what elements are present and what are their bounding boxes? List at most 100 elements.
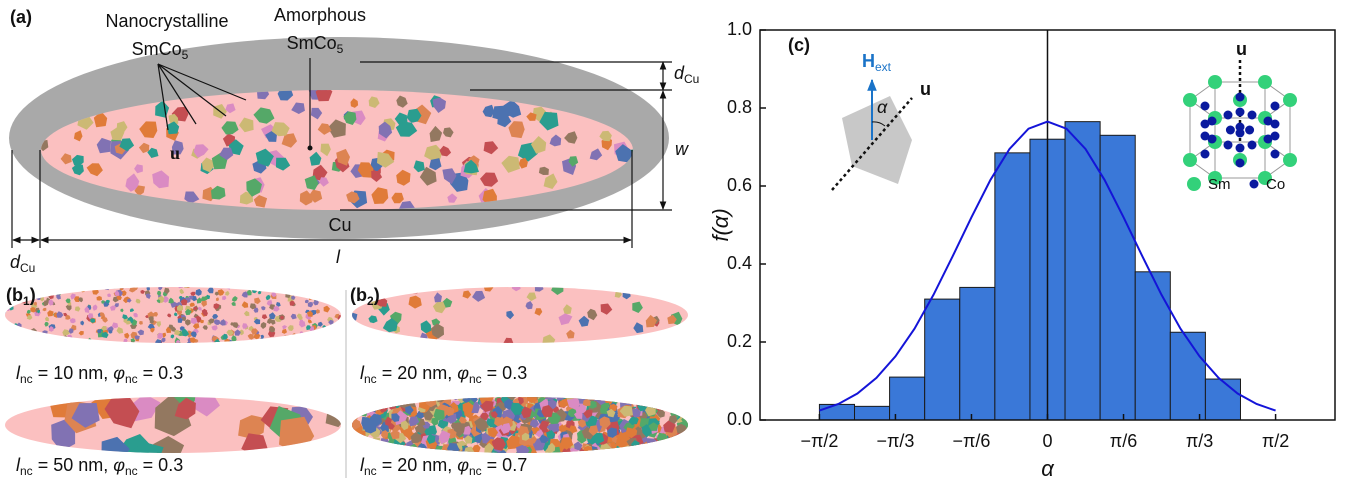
grain	[291, 102, 305, 114]
grain	[490, 411, 498, 419]
grain	[231, 296, 238, 302]
co-atom	[1200, 149, 1210, 159]
grain	[559, 424, 566, 432]
w-label: w	[675, 139, 689, 159]
grain	[289, 300, 295, 306]
label: (b	[6, 285, 23, 305]
grains	[352, 287, 683, 343]
co-atom	[1270, 149, 1280, 159]
sm-atom	[1283, 93, 1297, 107]
grain	[247, 333, 255, 340]
grain	[566, 329, 575, 339]
formula: SmCo	[132, 39, 182, 59]
grain	[121, 290, 127, 297]
angle-label: α	[877, 97, 888, 117]
grain	[134, 185, 145, 197]
grain	[173, 312, 178, 317]
symbol: l	[360, 455, 365, 475]
co-atom	[1263, 134, 1273, 144]
grain	[78, 330, 84, 336]
grain	[561, 447, 572, 453]
easy-axis	[831, 97, 913, 191]
grain	[215, 297, 220, 302]
grain	[176, 339, 181, 343]
grain	[108, 330, 113, 334]
grain	[155, 339, 162, 343]
subscript: nc	[364, 372, 377, 386]
grain	[234, 329, 241, 336]
co-atom	[1270, 101, 1280, 111]
grain	[190, 317, 198, 325]
grain	[645, 314, 657, 328]
grain	[134, 335, 140, 340]
grain	[350, 98, 359, 108]
grain	[70, 295, 75, 300]
caption: lnc = 10 nm, φnc = 0.3	[16, 363, 183, 386]
bar	[1064, 121, 1101, 421]
grain	[239, 117, 254, 133]
grain	[398, 201, 416, 210]
grain	[106, 299, 110, 304]
grain	[405, 405, 414, 415]
grain	[317, 321, 323, 327]
grain	[648, 422, 659, 431]
grain	[558, 313, 573, 326]
grain	[568, 156, 579, 167]
grain	[241, 301, 249, 308]
x-tick-label: −π/3	[876, 431, 914, 451]
grain	[193, 306, 198, 311]
grain	[100, 326, 107, 331]
grain	[219, 147, 234, 161]
grain	[265, 130, 277, 142]
grain	[408, 416, 420, 427]
co-atom	[1223, 110, 1233, 120]
grain	[231, 301, 236, 306]
grain	[577, 419, 587, 428]
grain	[268, 326, 276, 333]
symbol: φ	[457, 455, 469, 475]
grain	[111, 322, 119, 329]
dimension-lines	[11, 61, 672, 248]
symbol: d	[674, 63, 685, 83]
grain	[156, 299, 161, 304]
grain	[199, 319, 205, 324]
subscript: 5	[182, 48, 189, 62]
grain	[181, 344, 188, 349]
grain	[170, 334, 175, 339]
grain	[306, 325, 311, 331]
grain	[463, 425, 472, 435]
grain	[65, 298, 71, 304]
grain	[525, 301, 533, 310]
grain	[343, 111, 357, 125]
grain	[196, 297, 203, 304]
grain	[339, 317, 341, 323]
co-atom	[1235, 143, 1245, 153]
grain	[189, 295, 194, 300]
grain	[229, 287, 233, 288]
grain	[260, 322, 267, 329]
grain	[174, 330, 181, 336]
grain	[80, 320, 85, 326]
symbol: l	[360, 363, 365, 383]
grain	[65, 314, 71, 320]
grain	[225, 103, 236, 114]
grain	[118, 341, 125, 343]
grain	[619, 405, 633, 417]
grain	[377, 151, 395, 168]
grain	[462, 402, 474, 415]
grain	[242, 323, 248, 329]
grain	[408, 295, 422, 309]
grain	[74, 296, 80, 302]
sm-atom	[1183, 153, 1197, 167]
grain	[574, 410, 583, 419]
grain	[491, 437, 506, 451]
grain	[37, 310, 40, 314]
grain	[463, 159, 479, 174]
grain	[185, 308, 192, 316]
grain	[133, 312, 138, 318]
subscript: 2	[367, 294, 374, 308]
grain	[381, 430, 389, 439]
grain	[214, 291, 219, 296]
